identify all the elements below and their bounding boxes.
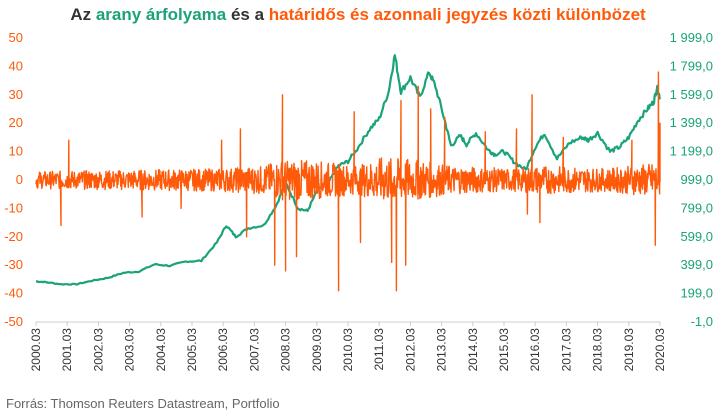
left-axis: 50 40 30 20 10 0 -10 -20 -30 -40 -50 [4,30,23,329]
left-tick-label: 10 [9,144,23,159]
left-tick-label: -40 [4,286,23,301]
right-tick-label: 399,0 [680,257,713,272]
x-tick-label: 2016.03 [528,328,542,372]
chart-title-part: arany árfolyama [96,5,227,24]
left-tick-label: 50 [9,30,23,45]
x-tick-label: 2007.03 [247,328,261,372]
x-tick-label: 2013.03 [435,328,449,372]
left-tick-label: -10 [4,200,23,215]
x-tick-label: 2020.03 [653,328,667,372]
left-tick-label: 20 [9,115,23,130]
x-tick-label: 2009.03 [310,328,324,372]
x-tick-label: 2000.03 [29,328,43,372]
x-tick-label: 2014.03 [466,328,480,372]
right-tick-label: 1 599,0 [670,87,713,102]
x-tick-label: 2003.03 [123,328,137,372]
x-tick-label: 2005.03 [185,328,199,372]
chart-title: Az arany árfolyama és a határidős és azo… [70,5,646,24]
x-tick-label: 2002.03 [91,328,105,372]
x-tick-label: 2001.03 [60,328,74,372]
right-tick-label: 199,0 [680,286,713,301]
chart-title-part: és a [226,5,269,24]
right-tick-label: 1 799,0 [670,58,713,73]
x-tick-label: 2012.03 [403,328,417,372]
plot-area [35,54,662,323]
left-tick-label: 30 [9,87,23,102]
x-tick-label: 2004.03 [154,328,168,372]
source-note: Forrás: Thomson Reuters Datastream, Port… [6,396,280,411]
right-tick-label: 1 999,0 [670,30,713,45]
right-tick-label: 1 199,0 [670,144,713,159]
right-tick-label: -1,0 [691,314,713,329]
x-tick-label: 2018.03 [591,328,605,372]
x-axis: 2000.03 2001.03 2002.03 2003.03 2004.03 2005.… [29,322,667,371]
x-tick-label: 2017.03 [559,328,573,372]
x-tick-label: 2015.03 [497,328,511,372]
right-tick-label: 799,0 [680,200,713,215]
x-tick-label: 2011.03 [372,328,386,371]
right-tick-label: 1 399,0 [670,115,713,130]
left-tick-label: -30 [4,257,23,272]
left-tick-label: -50 [4,314,23,329]
chart-title-part: Az [70,5,96,24]
left-tick-label: 0 [16,172,23,187]
x-tick-label: 2006.03 [216,328,230,372]
spread-line [35,71,661,292]
right-tick-label: 599,0 [680,229,713,244]
x-tick-label: 2019.03 [622,328,636,372]
gold-price-line [36,54,662,286]
left-tick-label: 40 [9,58,23,73]
right-axis: 1 999,0 1 799,0 1 599,0 1 399,0 1 199,0 999,0… [670,30,713,329]
left-tick-label: -20 [4,229,23,244]
chart-title-part: határidős és azonnali jegyzés közti külö… [269,5,646,24]
x-tick-label: 2008.03 [279,328,293,372]
x-tick-label: 2010.03 [341,328,355,372]
right-tick-label: 999,0 [680,172,713,187]
